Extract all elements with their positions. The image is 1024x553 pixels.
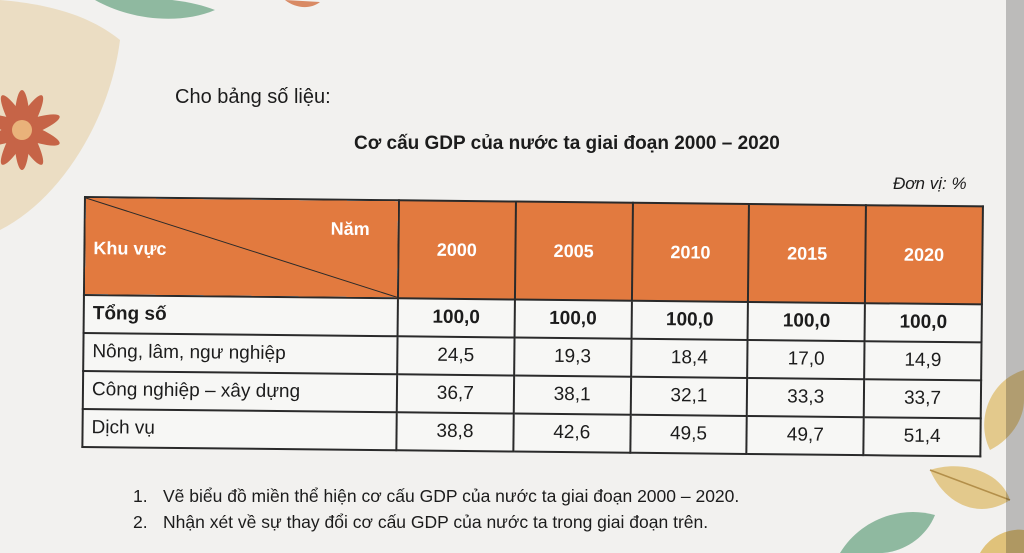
table-cell: 100,0 xyxy=(397,298,515,338)
table-cell: 14,9 xyxy=(864,341,982,381)
unit-label: Đơn vị: % xyxy=(893,174,967,193)
header-year-label: Năm xyxy=(330,218,370,239)
question-text: Nhận xét về sự thay đổi cơ cấu GDP của n… xyxy=(163,512,709,532)
row-label: Tổng số xyxy=(83,295,398,337)
table-cell: 36,7 xyxy=(396,374,514,414)
table-cell: 33,3 xyxy=(747,377,865,418)
table-cell: 100,0 xyxy=(747,301,866,342)
row-label: Nông, lâm, ngư nghiệp xyxy=(83,333,398,375)
header-region-label: Khu vực xyxy=(93,238,167,259)
table-cell: 42,6 xyxy=(513,413,631,453)
table-cell: 17,0 xyxy=(747,339,865,380)
table-cell: 32,1 xyxy=(630,376,748,416)
gdp-structure-table: Năm Khu vực 2000 2005 2010 2015 2020 Tổn… xyxy=(81,196,984,457)
question-number: 1. xyxy=(133,486,148,506)
table-cell: 49,7 xyxy=(746,415,864,456)
year-header: 2020 xyxy=(865,205,983,305)
table-cell: 100,0 xyxy=(864,303,982,343)
table-cell: 49,5 xyxy=(629,414,748,454)
diagonal-header-cell: Năm Khu vực xyxy=(83,197,399,299)
diagonal-line xyxy=(85,198,398,297)
table-cell: 51,4 xyxy=(863,417,981,457)
row-label: Công nghiệp – xây dựng xyxy=(82,371,398,413)
question-item: 1. Vẽ biểu đồ miền thể hiện cơ cấu GDP c… xyxy=(133,483,739,509)
question-text: Vẽ biểu đồ miền thể hiện cơ cấu GDP của … xyxy=(163,486,740,506)
table-cell: 19,3 xyxy=(513,337,632,377)
table-row-services: Dịch vụ 38,8 42,6 49,5 49,7 51,4 xyxy=(82,408,981,457)
year-header: 2010 xyxy=(631,202,750,302)
question-list: 1. Vẽ biểu đồ miền thể hiện cơ cấu GDP c… xyxy=(133,483,739,535)
table-header-row: Năm Khu vực 2000 2005 2010 2015 2020 xyxy=(83,197,983,305)
table-cell: 100,0 xyxy=(631,300,749,340)
table-cell: 38,1 xyxy=(513,375,631,415)
row-label: Dịch vụ xyxy=(82,408,397,451)
table-cell: 33,7 xyxy=(863,379,982,419)
table-title: Cơ cấu GDP của nước ta giai đoạn 2000 – … xyxy=(354,133,780,154)
intro-text: Cho bảng số liệu: xyxy=(175,86,331,108)
table-cell: 18,4 xyxy=(630,338,748,378)
table-cell: 24,5 xyxy=(397,336,515,376)
question-number: 2. xyxy=(133,512,148,532)
table-cell: 38,8 xyxy=(396,412,514,452)
year-header: 2015 xyxy=(748,203,867,304)
question-item: 2. Nhận xét về sự thay đổi cơ cấu GDP củ… xyxy=(133,509,739,535)
table-cell: 100,0 xyxy=(514,299,632,339)
year-header: 2000 xyxy=(397,200,516,300)
year-header: 2005 xyxy=(514,201,633,301)
